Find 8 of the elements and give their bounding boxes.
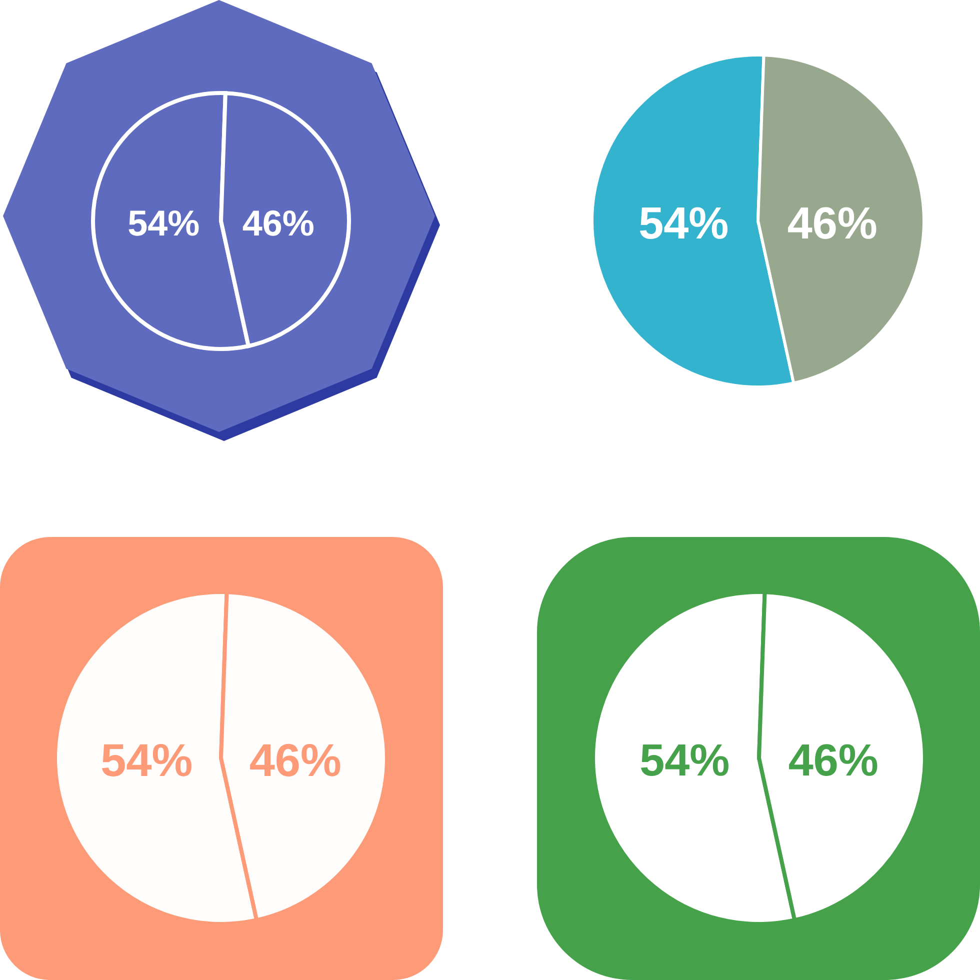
data-label: 54% <box>638 198 729 248</box>
data-label: 46% <box>788 734 878 786</box>
data-label: 46% <box>242 202 314 244</box>
data-label: 46% <box>787 198 878 248</box>
data-label: 46% <box>249 734 342 786</box>
data-label: 54% <box>640 734 730 786</box>
data-label: 54% <box>100 734 193 786</box>
data-label: 54% <box>128 202 200 244</box>
